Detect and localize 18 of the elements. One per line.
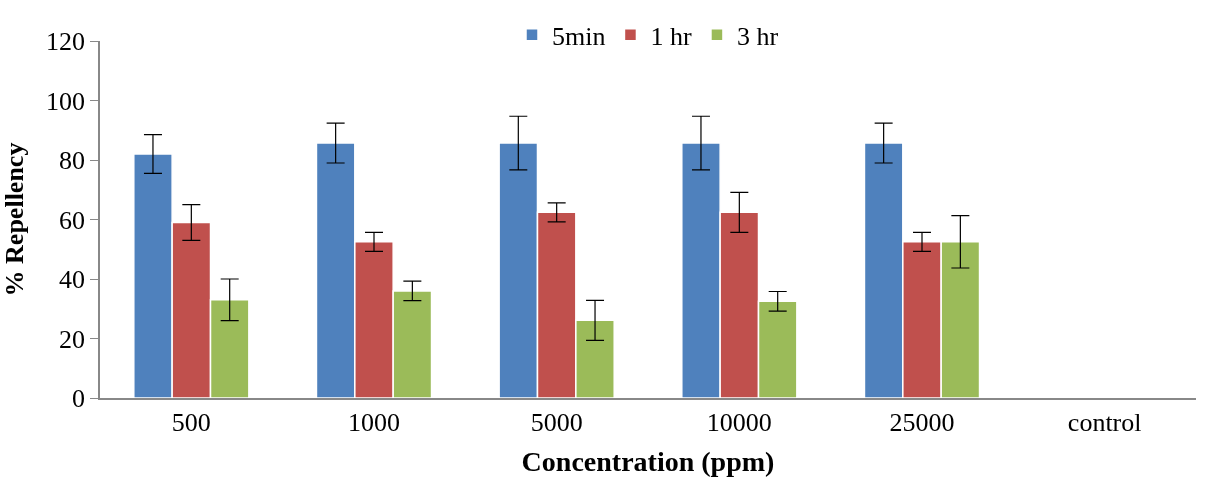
x-axis-title: Concentration (ppm) <box>521 445 775 477</box>
legend-label: 5min <box>552 21 606 51</box>
y-tick-label: 20 <box>59 324 86 354</box>
y-tick-label: 80 <box>59 146 86 176</box>
y-tick-label: 60 <box>59 205 86 235</box>
x-tick-label: control <box>1067 407 1142 437</box>
y-tick-label: 120 <box>46 27 86 57</box>
y-axis-title: % Repellency <box>0 142 29 297</box>
x-tick-label: 1000 <box>348 407 400 437</box>
y-tick-label: 100 <box>46 86 86 116</box>
x-tick-label: 10000 <box>706 407 772 437</box>
legend-label: 1 hr <box>650 21 692 51</box>
legend-label: 3 hr <box>736 21 779 51</box>
x-tick-label: 500 <box>171 407 211 437</box>
x-tick-label: 25000 <box>889 407 955 437</box>
x-tick-label: 5000 <box>530 407 583 437</box>
y-tick-label: 0 <box>72 384 86 414</box>
y-tick-label: 40 <box>59 265 86 295</box>
